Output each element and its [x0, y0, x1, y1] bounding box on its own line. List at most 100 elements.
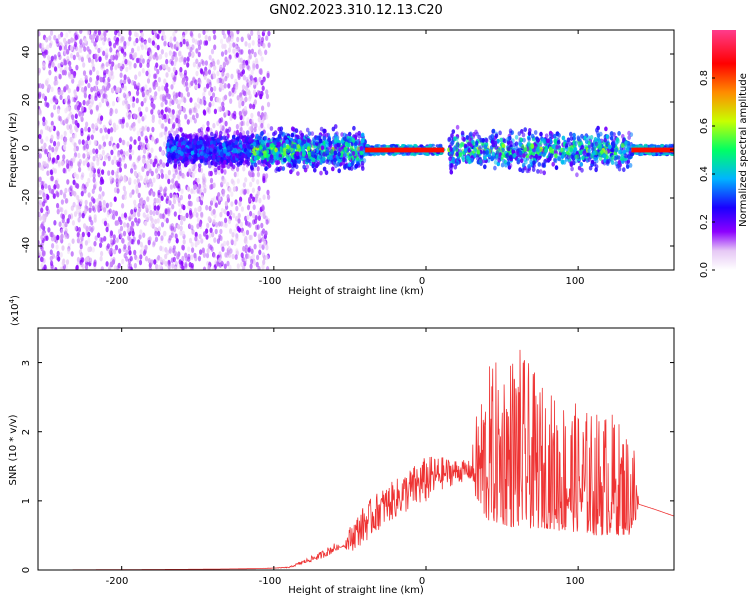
spectrogram-cell	[129, 53, 133, 60]
spectrogram-cell	[136, 90, 140, 96]
spectrogram-cell	[514, 141, 519, 147]
spectrogram-cell	[87, 246, 91, 253]
spectrogram-cell	[172, 198, 177, 205]
spectrogram-cell	[101, 169, 105, 175]
spectrogram-cell	[256, 179, 260, 185]
spectrogram-cell	[231, 142, 235, 148]
spectrogram-cell	[104, 127, 108, 133]
spectrogram-cell	[165, 106, 169, 112]
spectrogram-cell	[90, 86, 94, 93]
spectrogram-cell	[288, 163, 292, 169]
spectrogram-cell	[89, 149, 93, 156]
spectrogram-cell	[327, 137, 331, 143]
spectrogram-cell	[105, 101, 110, 107]
spectrogram-cell	[238, 110, 242, 117]
spectrogram-cell	[68, 60, 72, 67]
spectrogram-cell	[204, 153, 208, 159]
spectrogram-cell	[49, 30, 54, 36]
spectrogram-cell	[123, 78, 127, 85]
spectrogram-cell	[97, 47, 101, 54]
spectrogram-cell	[204, 34, 208, 41]
spectrogram-cell	[182, 173, 186, 180]
spectrogram-cell	[76, 237, 80, 244]
spectrogram-cell	[254, 197, 258, 203]
spectrogram-cell	[93, 139, 97, 146]
spectrogram-cell	[99, 242, 103, 248]
spectrogram-cell	[223, 178, 227, 184]
spectrogram-cell	[107, 209, 111, 216]
spectrogram-cell	[135, 97, 139, 104]
spectrogram-cell	[249, 118, 253, 125]
spectrogram-cell	[240, 36, 244, 43]
spectrogram-cell	[224, 120, 228, 127]
spectrogram-cell	[90, 94, 94, 101]
spectrogram-cell	[78, 234, 82, 240]
spectrogram-cell	[100, 266, 104, 270]
spectrogram-cell	[172, 31, 176, 38]
spectrogram-cell	[164, 99, 168, 105]
spectrogram-cell	[53, 220, 57, 226]
spectrogram-cell	[38, 162, 41, 168]
spectrogram-cell	[202, 179, 206, 185]
spectrogram-cell	[252, 141, 257, 147]
spectrogram-cell	[264, 166, 268, 172]
spectrogram-cell	[123, 190, 127, 196]
spectrogram-cell	[92, 155, 96, 162]
spectrogram-cell	[202, 91, 206, 98]
spectrogram-cell	[266, 142, 270, 148]
spectrogram-cell	[81, 139, 85, 145]
spectrogram-cell	[239, 57, 243, 64]
spectrogram-cell	[68, 30, 72, 34]
spectrogram-cell	[263, 240, 267, 246]
spectrogram-cell	[89, 109, 93, 115]
spectrogram-cell	[166, 195, 170, 202]
spectrogram-cell	[64, 263, 68, 270]
spectrogram-panel: -40 -20 0 20 40 -200 -100 0 100 Height o…	[8, 29, 675, 297]
spectrogram-cell	[248, 53, 253, 60]
spectrogram-cell	[94, 86, 98, 93]
spectrogram-cell	[199, 151, 204, 157]
spectrogram-cell	[147, 37, 151, 44]
spectrogram-cell	[187, 253, 191, 260]
spectrogram-cell	[42, 201, 46, 207]
spectrogram-cell	[147, 257, 151, 264]
spectrogram-cell	[542, 170, 546, 176]
spectrogram-cell	[123, 194, 127, 200]
spectrogram-cell	[65, 259, 70, 265]
spectrogram-cell	[57, 162, 62, 168]
spectrogram-cell	[221, 246, 225, 252]
spectrogram-cell	[74, 41, 78, 48]
spectrogram-cell	[164, 135, 168, 141]
spectrogram-cell	[163, 113, 167, 120]
spectrogram-cell	[101, 143, 105, 150]
spectrogram-cell	[40, 263, 44, 269]
spectrogram-cell	[119, 65, 123, 72]
spectrogram-cell	[38, 153, 42, 159]
spectrogram-cell	[58, 206, 62, 213]
spectrogram-cell	[48, 42, 53, 49]
spectrogram-cell	[103, 31, 107, 38]
spectrogram-cell	[242, 62, 247, 68]
spectrogram-cell	[356, 146, 361, 152]
spectrogram-cell	[580, 167, 584, 173]
spectrogram-cell	[180, 54, 184, 61]
spectrogram-cell	[343, 164, 347, 170]
spectrogram-cell	[87, 192, 91, 198]
spectrogram-cell	[119, 79, 123, 85]
spectrogram-cell	[53, 55, 58, 62]
spectrogram-cell	[128, 236, 132, 243]
spectrogram-cell	[156, 209, 160, 215]
spectrogram-cell	[70, 37, 74, 43]
spectrogram-cell	[58, 221, 62, 227]
spectrogram-cell	[152, 241, 156, 248]
spectrogram-cell	[149, 158, 153, 165]
spectrogram-cell	[79, 113, 83, 120]
spectrogram-cell	[294, 128, 299, 134]
spectrogram-cell	[213, 133, 217, 139]
spectrogram-cell	[249, 210, 253, 217]
spectrogram-cell	[159, 257, 163, 263]
spectrogram-cell	[56, 250, 60, 257]
spectrogram-cell	[258, 243, 262, 249]
spectrogram-cell	[116, 167, 120, 174]
spectrogram-cell	[160, 131, 164, 138]
